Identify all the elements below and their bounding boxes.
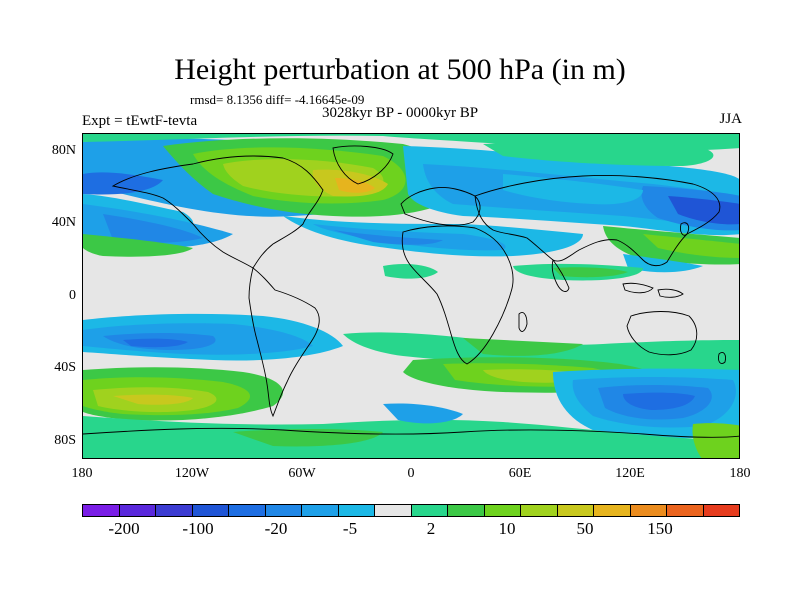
- contour-region: [668, 196, 739, 225]
- period-label: 3028kyr BP - 0000kyr BP: [322, 105, 479, 121]
- colorbar-swatch: [557, 505, 594, 516]
- colorbar-swatch: [703, 505, 739, 516]
- antarctica-outline: [83, 427, 739, 438]
- colorbar-swatch: [119, 505, 156, 516]
- colorbar-swatch: [667, 505, 704, 516]
- x-tick-label: 120W: [174, 466, 210, 481]
- south-america-outline: [248, 267, 320, 418]
- japan-outline: [680, 222, 690, 236]
- coastlines: [83, 145, 739, 438]
- chart-title: Height perturbation at 500 hPa (in m): [174, 53, 626, 86]
- stats-label: rmsd= 8.1356 diff= -4.16645e-09: [190, 92, 365, 107]
- colorbar-label: -5: [342, 519, 358, 538]
- madagascar-outline: [518, 312, 528, 332]
- contour-region: [83, 234, 193, 257]
- colorbar-swatch: [302, 505, 339, 516]
- experiment-label: Expt = tEwtF-tevta: [82, 113, 198, 129]
- greenland-outline: [332, 145, 394, 185]
- x-tick-label: 180: [729, 466, 751, 481]
- y-tick-label: 40S: [54, 360, 76, 375]
- contour-map: [83, 134, 739, 458]
- europe-outline: [400, 187, 481, 226]
- contour-region: [623, 392, 695, 410]
- colorbar-swatch: [521, 505, 558, 516]
- india-outline: [551, 258, 570, 292]
- colorbar-label: 150: [647, 519, 673, 538]
- colorbar-swatch: [594, 505, 631, 516]
- contour-region: [333, 230, 443, 245]
- new-guinea-outline: [657, 288, 684, 298]
- contour-region: [692, 423, 739, 458]
- colorbar-swatch: [229, 505, 266, 516]
- x-tick-label: 0: [407, 466, 415, 481]
- x-tick-label: 60E: [508, 466, 532, 481]
- contour-region: [313, 224, 506, 251]
- contour-region: [83, 416, 739, 458]
- colorbar-swatch: [265, 505, 302, 516]
- contour-region: [113, 394, 193, 405]
- indonesia-outline: [622, 282, 654, 294]
- colorbar-swatch: [484, 505, 521, 516]
- north-america-outline: [111, 155, 324, 269]
- colorbar-label: -20: [264, 519, 288, 538]
- colorbar-swatch: [156, 505, 193, 516]
- colorbar-swatch: [630, 505, 667, 516]
- asia-outline: [474, 175, 721, 267]
- y-tick-label: 0: [69, 288, 76, 303]
- contour-region: [643, 234, 739, 258]
- x-tick-label: 120E: [615, 466, 645, 481]
- colorbar-label: -200: [108, 519, 140, 538]
- contour-region: [553, 267, 628, 278]
- colorbar-swatch: [375, 505, 412, 516]
- y-tick-label: 80N: [51, 143, 76, 158]
- y-tick-label: 40N: [51, 215, 76, 230]
- australia-outline: [626, 311, 698, 356]
- colorbar-label: 10: [498, 519, 516, 538]
- colorbar-swatch: [411, 505, 448, 516]
- africa-outline: [401, 225, 514, 365]
- colorbar-label: 50: [576, 519, 594, 538]
- contour-region: [483, 141, 714, 166]
- contour-region: [383, 403, 463, 424]
- colorbar-swatch: [192, 505, 229, 516]
- contour-region: [103, 214, 203, 243]
- colorbar-swatch: [338, 505, 375, 516]
- colorbar-swatch: [448, 505, 485, 516]
- contour-region: [83, 172, 163, 195]
- x-tick-label: 60W: [288, 466, 316, 481]
- contour-region: [383, 264, 438, 279]
- contour-region: [623, 254, 703, 273]
- contour-region: [123, 338, 188, 348]
- map-panel: [82, 133, 740, 459]
- colorbar-label: -100: [182, 519, 214, 538]
- y-tick-label: 80S: [54, 433, 76, 448]
- x-tick-label: 180: [71, 466, 93, 481]
- colorbar-swatch: [83, 505, 120, 516]
- contour-region: [335, 178, 375, 193]
- new-zealand-outline: [718, 351, 726, 365]
- contour-region: [503, 174, 643, 205]
- colorbar-label: 2: [426, 519, 436, 538]
- contour-region: [463, 338, 583, 356]
- colorbar: [82, 504, 740, 517]
- season-label: JJA: [719, 111, 742, 127]
